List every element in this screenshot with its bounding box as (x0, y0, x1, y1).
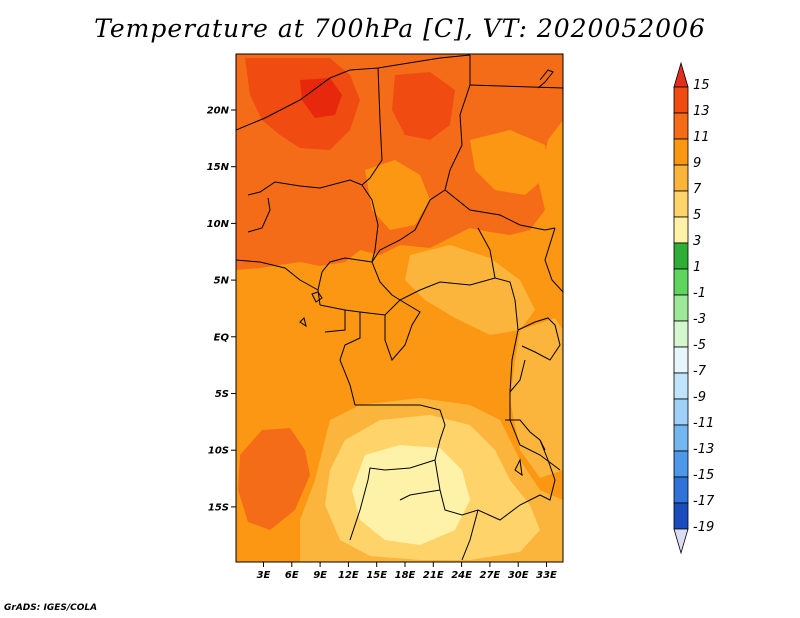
colorbar-swatch (673, 164, 689, 192)
colorbar-swatch (673, 86, 689, 114)
colorbar-swatch (673, 372, 689, 400)
colorbar-swatch (673, 216, 689, 244)
colorbar-label: -5 (693, 338, 706, 353)
colorbar-swatch (673, 450, 689, 478)
footer-credit: GrADS: IGES/COLA (4, 603, 98, 613)
colorbar-label: -13 (693, 442, 715, 457)
colorbar-label: -3 (693, 312, 706, 327)
colorbar-label: 15 (693, 78, 710, 93)
temp-region-7-9-east (510, 318, 563, 478)
colorbar-label: 3 (693, 234, 702, 249)
temp-region-7-9-central (405, 245, 535, 335)
colorbar-swatch (673, 502, 689, 530)
lon-label: 24E (451, 570, 472, 581)
colorbar-label: -9 (693, 390, 706, 405)
lon-label: 12E (338, 570, 359, 581)
colorbar-swatch (673, 190, 689, 218)
lon-label: 6E (285, 570, 299, 581)
temp-region-15-north (300, 78, 342, 118)
colorbar (673, 61, 689, 555)
lat-label: 20N (207, 106, 230, 117)
colorbar-label: -17 (693, 494, 715, 509)
lat-label: 15S (208, 502, 229, 513)
colorbar-swatch (673, 242, 689, 270)
colorbar-label: 1 (693, 260, 702, 275)
lon-label: 3E (257, 570, 271, 581)
lat-label: 5N (214, 276, 230, 287)
colorbar-label: -7 (693, 364, 706, 379)
colorbar-label: 11 (693, 130, 710, 145)
colorbar-swatch (673, 138, 689, 166)
map-title: Temperature at 700hPa [C], VT: 202005200… (94, 14, 706, 43)
colorbar-swatch (673, 424, 689, 452)
colorbar-label: -11 (693, 416, 715, 431)
lon-label: 33E (536, 570, 557, 581)
colorbar-label: -1 (693, 286, 706, 301)
colorbar-swatch (673, 320, 689, 348)
temp-region-9-11-chad (365, 160, 430, 230)
lat-label: 15N (207, 162, 230, 173)
colorbar-swatch (673, 268, 689, 296)
colorbar-swatch (673, 294, 689, 322)
colorbar-swatch (673, 112, 689, 140)
lon-label: 9E (313, 570, 327, 581)
colorbar-swatch (673, 476, 689, 504)
colorbar-label: 13 (693, 104, 710, 119)
map-frame (235, 53, 564, 563)
lat-label: EQ (214, 332, 230, 343)
lon-label: 27E (480, 570, 501, 581)
colorbar-label: 7 (693, 182, 702, 197)
lon-label: 15E (366, 570, 387, 581)
lat-axis: 20N 15N 10N 5N EQ 5S 10S 15S (207, 106, 236, 513)
colorbar-label: 9 (693, 156, 702, 171)
temperature-field (236, 54, 563, 562)
lon-label: 30E (508, 570, 529, 581)
temp-region-13-15-southwest (238, 428, 310, 530)
country-borders (236, 54, 563, 561)
lat-label: 5S (215, 389, 229, 400)
colorbar-label: -15 (693, 468, 715, 483)
lat-label: 10N (207, 219, 230, 230)
colorbar-label: 5 (693, 208, 702, 223)
colorbar-swatch (673, 346, 689, 374)
colorbar-top-arrow (673, 61, 689, 88)
lon-axis: 3E 6E 9E 12E 15E 18E 21E 24E 27E 30E 33E (257, 562, 557, 581)
colorbar-swatch (673, 398, 689, 426)
colorbar-label: -19 (693, 520, 715, 535)
temp-region-13-15-east (392, 72, 455, 140)
lon-label: 21E (423, 570, 444, 581)
lat-label: 10S (208, 446, 229, 457)
temp-region-9-11-sudan (470, 130, 548, 195)
colorbar-bottom-arrow (673, 528, 689, 555)
lon-label: 18E (395, 570, 416, 581)
